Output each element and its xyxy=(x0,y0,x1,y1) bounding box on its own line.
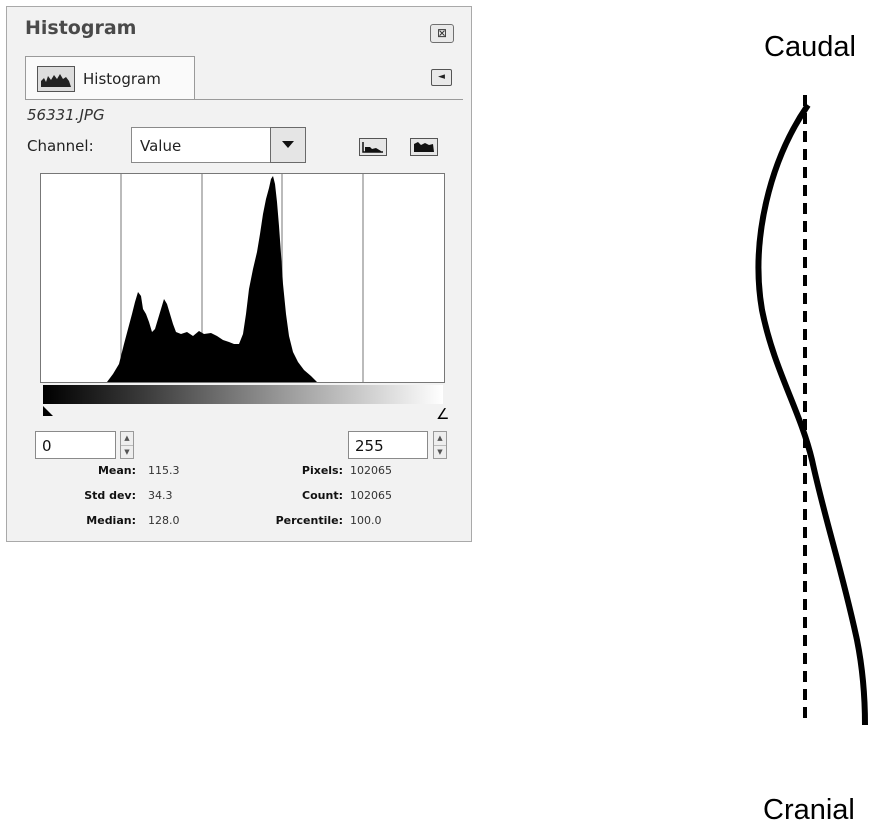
cranial-label: Cranial xyxy=(763,794,855,826)
percentile-value: 100.0 xyxy=(350,514,382,527)
spine-curve-diagram xyxy=(755,95,868,726)
histogram-icon xyxy=(37,66,75,92)
histogram-content xyxy=(25,99,463,540)
mean-value: 115.3 xyxy=(148,464,180,477)
count-value: 102065 xyxy=(350,489,392,502)
histogram-plot xyxy=(40,173,445,383)
value-gradient-bar xyxy=(43,385,443,404)
count-label: Count: xyxy=(302,489,343,502)
spin-up-icon[interactable]: ▲ xyxy=(121,432,133,446)
pixels-label: Pixels: xyxy=(301,464,343,477)
median-label: Median: xyxy=(86,514,136,527)
range-high-spinner[interactable]: ▲ ▼ xyxy=(433,431,447,459)
log-scale-icon[interactable] xyxy=(410,138,438,156)
spine-curve xyxy=(755,103,868,726)
tab-menu-icon[interactable]: ◄ xyxy=(431,69,452,86)
high-range-handle[interactable]: ∠ xyxy=(436,405,450,423)
close-icon[interactable]: ⊠ xyxy=(430,24,454,43)
channel-value: Value xyxy=(140,137,182,155)
dialog-title: Histogram xyxy=(25,17,137,39)
spin-up-icon[interactable]: ▲ xyxy=(434,432,446,446)
spin-down-icon[interactable]: ▼ xyxy=(124,448,130,456)
dialog-titlebar: Histogram ⊠ xyxy=(7,7,471,43)
tab-label: Histogram xyxy=(83,70,161,88)
low-range-handle[interactable] xyxy=(43,406,53,416)
range-low-spinner[interactable]: ▲ ▼ xyxy=(120,431,134,459)
std-value: 34.3 xyxy=(148,489,173,502)
caudal-label: Caudal xyxy=(764,31,856,63)
range-low-input[interactable]: 0 xyxy=(35,431,116,459)
median-value: 128.0 xyxy=(148,514,180,527)
spin-down-icon[interactable]: ▼ xyxy=(437,448,443,456)
linear-scale-icon[interactable] xyxy=(359,138,387,156)
mean-label: Mean: xyxy=(97,464,136,477)
channel-select[interactable]: Value xyxy=(131,127,306,163)
range-high-input[interactable]: 255 xyxy=(348,431,428,459)
percentile-label: Percentile: xyxy=(275,514,343,527)
tab-histogram[interactable]: Histogram xyxy=(25,56,195,100)
pixels-value: 102065 xyxy=(350,464,392,477)
std-label: Std dev: xyxy=(84,489,136,502)
chevron-down-icon[interactable] xyxy=(270,127,306,163)
histogram-dialog: Histogram ⊠ Histogram ◄ 56331.JPG Channe… xyxy=(6,6,472,542)
image-filename: 56331.JPG xyxy=(27,106,105,124)
channel-label: Channel: xyxy=(27,137,94,155)
